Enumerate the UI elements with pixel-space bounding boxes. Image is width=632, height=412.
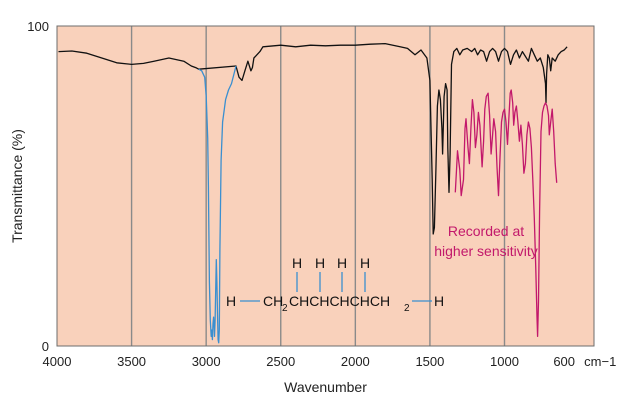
y-tick-label: 100 (27, 19, 49, 34)
formula-sub-b: 2 (404, 303, 410, 314)
x-tick-label: 600 (553, 354, 575, 369)
x-tick-label: 3000 (192, 354, 221, 369)
plot-frame (56, 25, 595, 347)
x-tick-label: 1000 (490, 354, 519, 369)
x-tick-label: 2000 (341, 354, 370, 369)
formula-right-h: H (434, 293, 444, 309)
series-line-1 (58, 42, 568, 235)
formula-ch2-a: CH (263, 293, 283, 309)
formula-left-h: H (226, 293, 236, 309)
x-axis-ticks: 4000 3500 3000 2500 2000 1500 1000 600 (43, 354, 575, 369)
sensitivity-annotation-line2: higher sensitivity (434, 243, 538, 259)
series-line-3 (454, 89, 558, 338)
sensitivity-annotation-line1: Recorded at (448, 223, 524, 239)
structure-formula: H H H H H CH 2 CHCHCHCHCH 2 H (226, 255, 444, 314)
series-line-2 (198, 65, 237, 344)
y-axis-title: Transmittance (%) (9, 129, 25, 243)
x-tick-label: 4000 (43, 354, 72, 369)
formula-h-2: H (315, 255, 325, 271)
spectrum-series (58, 42, 568, 344)
x-axis-unit: cm−1 (584, 354, 616, 369)
formula-h-4: H (360, 255, 370, 271)
formula-sub-a: 2 (282, 303, 288, 314)
gridlines (130, 26, 506, 346)
x-tick-label: 1500 (415, 354, 444, 369)
formula-h-3: H (337, 255, 347, 271)
formula-chain: CHCHCHCHCH (289, 293, 390, 309)
y-tick-label: 0 (42, 339, 49, 354)
y-axis-ticks: 0 100 (27, 19, 49, 354)
x-tick-label: 3500 (117, 354, 146, 369)
x-tick-label: 2500 (266, 354, 295, 369)
x-axis-title: Wavenumber (284, 379, 367, 395)
formula-h-1: H (292, 255, 302, 271)
